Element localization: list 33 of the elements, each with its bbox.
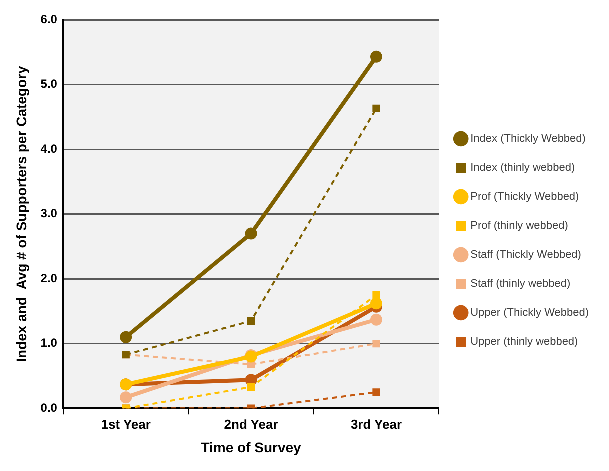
x-axis-title: Time of Survey (201, 439, 302, 456)
point (245, 374, 258, 386)
legend-label: Staff (thinly webbed) (470, 278, 571, 290)
x-tick-label: 3rd Year (350, 416, 402, 432)
y-tick-label: 2.0 (40, 271, 58, 286)
point (370, 298, 382, 310)
point (245, 228, 258, 240)
point (370, 314, 382, 326)
legend-label: Staff (Thickly Webbed) (470, 249, 582, 262)
legend-label: Prof (Thickly Webbed) (470, 191, 580, 204)
point (247, 317, 256, 325)
y-tick-label: 6.0 (40, 12, 58, 26)
y-tick-label: 3.0 (40, 206, 58, 221)
point (120, 392, 132, 404)
point (247, 383, 256, 392)
y-tick-label: 5.0 (40, 77, 58, 92)
x-tick-label: 2nd Year (224, 416, 278, 432)
y-tick-label: 4.0 (40, 142, 58, 156)
y-axis-title: Index and Avg # of Supporters per Category (13, 66, 30, 362)
point (370, 50, 382, 63)
point (372, 388, 380, 396)
legend-label: Prof (thinly webbed) (470, 220, 568, 232)
legend-label: Index (thinly webbed) (470, 162, 576, 174)
y-tick-label: 1.0 (40, 336, 58, 350)
legend-label: Index (Thickly Webbed) (470, 133, 586, 146)
point (372, 104, 380, 113)
point (372, 291, 380, 300)
y-tick-label: 0.0 (40, 400, 58, 415)
x-tick-label: 1st Year (101, 416, 151, 432)
legend-label: Upper (Thickly Webbed) (470, 307, 590, 320)
point (372, 340, 380, 348)
point (120, 331, 132, 344)
legend-label: Upper (thinly webbed) (470, 336, 578, 348)
